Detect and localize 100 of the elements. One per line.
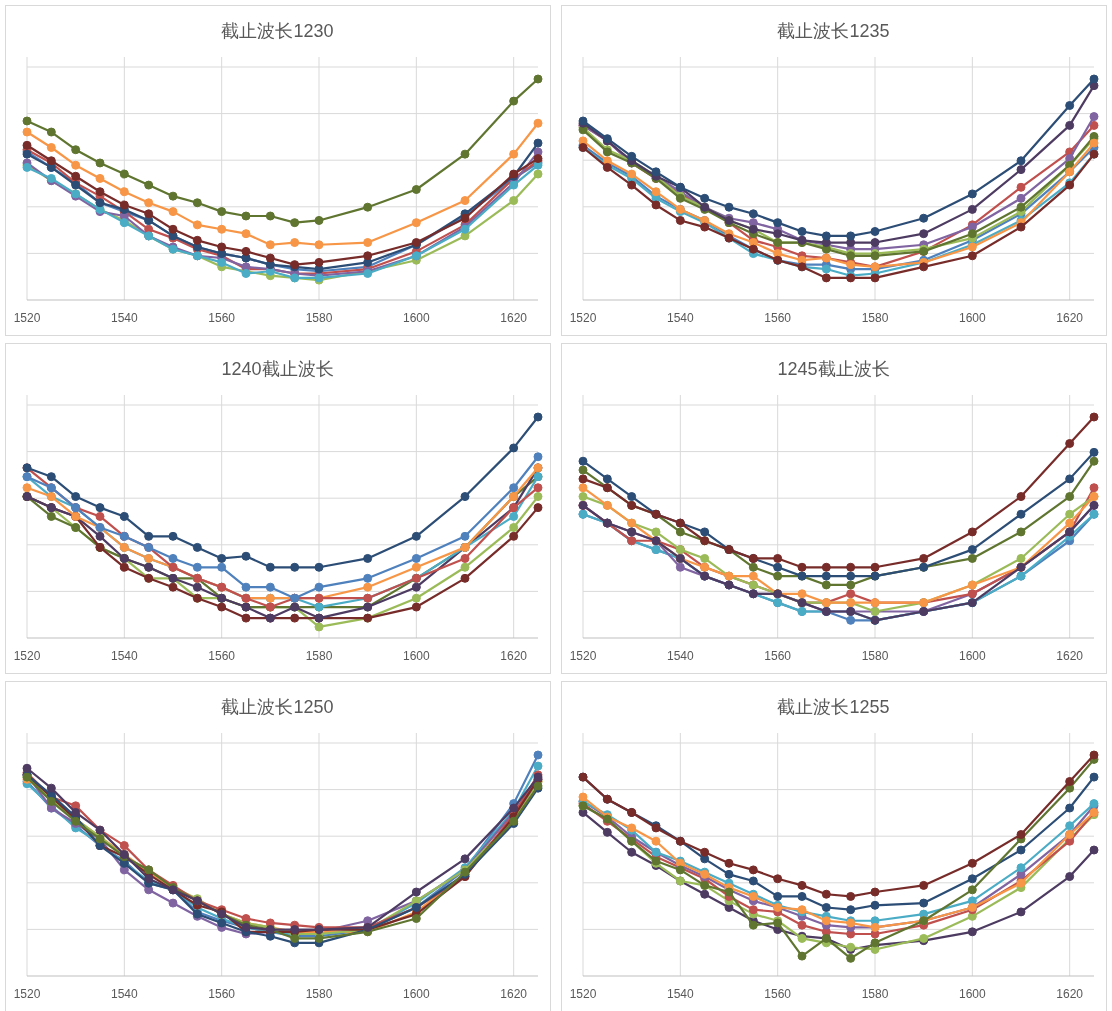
point (578, 792, 588, 802)
point (168, 898, 178, 908)
point (119, 200, 129, 210)
point (460, 553, 470, 563)
point (967, 204, 977, 214)
point (533, 750, 543, 760)
point (651, 200, 661, 210)
x-tick-label: 1580 (305, 649, 333, 663)
point (846, 589, 856, 599)
point (1016, 845, 1026, 855)
point (1089, 74, 1099, 84)
point (846, 562, 856, 572)
point (460, 854, 470, 864)
point (192, 198, 202, 208)
point (217, 553, 227, 563)
point (363, 238, 373, 248)
point (797, 226, 807, 236)
point (602, 827, 612, 837)
point (1065, 872, 1075, 882)
point (533, 492, 543, 502)
point (314, 257, 324, 267)
point (314, 582, 324, 592)
point (314, 622, 324, 632)
x-tick-label: 1580 (305, 987, 333, 1001)
point (290, 238, 300, 248)
point (95, 158, 105, 168)
point (651, 187, 661, 197)
point (1089, 845, 1099, 855)
point (46, 127, 56, 137)
point (509, 96, 519, 106)
point (919, 213, 929, 223)
point (533, 503, 543, 513)
point (192, 220, 202, 230)
point (22, 483, 32, 493)
point (1016, 492, 1026, 502)
point (119, 841, 129, 851)
point (773, 553, 783, 563)
point (314, 562, 324, 572)
point (363, 553, 373, 563)
point (533, 452, 543, 462)
point (675, 562, 685, 572)
point (919, 262, 929, 272)
point (411, 582, 421, 592)
point (1016, 193, 1026, 203)
x-tick-label: 1520 (569, 649, 597, 663)
point (919, 898, 929, 908)
point (168, 207, 178, 217)
point (748, 865, 758, 875)
point (773, 218, 783, 228)
point (1065, 803, 1075, 813)
point (846, 580, 856, 590)
point (119, 169, 129, 179)
point (602, 474, 612, 484)
point (314, 240, 324, 250)
point (460, 149, 470, 159)
point (1016, 907, 1026, 917)
point (578, 474, 588, 484)
point (870, 887, 880, 897)
point (119, 511, 129, 521)
point (265, 562, 275, 572)
point (265, 240, 275, 250)
point (241, 582, 251, 592)
x-tick-label: 1540 (110, 987, 138, 1001)
point (773, 874, 783, 884)
point (1065, 518, 1075, 528)
point (967, 189, 977, 199)
point (509, 149, 519, 159)
point (144, 198, 154, 208)
point (533, 169, 543, 179)
x-tick-label: 1520 (13, 311, 41, 325)
point (724, 869, 734, 879)
point (144, 209, 154, 219)
point (192, 562, 202, 572)
x-tick-label: 1620 (500, 987, 528, 1001)
chart-title: 截止波长1230 (221, 21, 334, 41)
point (241, 246, 251, 256)
point (846, 615, 856, 625)
point (95, 531, 105, 541)
point (724, 858, 734, 868)
point (700, 889, 710, 899)
point (967, 527, 977, 537)
x-tick-label: 1540 (110, 311, 138, 325)
x-tick-label: 1620 (1056, 311, 1084, 325)
point (509, 511, 519, 521)
point (1089, 112, 1099, 122)
x-tick-label: 1600 (958, 311, 986, 325)
point (846, 571, 856, 581)
point (509, 483, 519, 493)
point (651, 836, 661, 846)
point (411, 218, 421, 228)
x-tick-label: 1600 (402, 311, 430, 325)
point (46, 472, 56, 482)
point (71, 145, 81, 155)
point (967, 885, 977, 895)
x-tick-label: 1540 (666, 649, 694, 663)
point (578, 492, 588, 502)
point (700, 847, 710, 857)
x-tick-label: 1600 (402, 987, 430, 1001)
x-tick-label: 1520 (13, 649, 41, 663)
point (411, 531, 421, 541)
